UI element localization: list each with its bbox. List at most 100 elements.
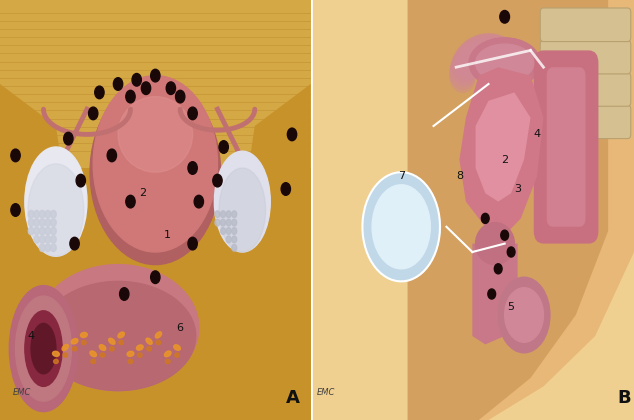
- Ellipse shape: [118, 332, 124, 338]
- Circle shape: [45, 227, 51, 235]
- Circle shape: [501, 230, 508, 240]
- Circle shape: [34, 219, 39, 226]
- Circle shape: [29, 219, 34, 226]
- Circle shape: [34, 227, 39, 235]
- Circle shape: [463, 37, 489, 70]
- Polygon shape: [408, 0, 608, 420]
- Circle shape: [113, 78, 123, 90]
- Ellipse shape: [31, 323, 56, 374]
- Circle shape: [221, 228, 226, 234]
- Circle shape: [94, 86, 104, 99]
- Text: B: B: [618, 389, 631, 407]
- Circle shape: [493, 39, 518, 73]
- Polygon shape: [476, 92, 531, 202]
- Ellipse shape: [54, 359, 58, 363]
- Circle shape: [11, 204, 20, 216]
- Text: 7: 7: [398, 171, 404, 181]
- Ellipse shape: [81, 332, 87, 338]
- Circle shape: [485, 35, 511, 69]
- Circle shape: [496, 44, 522, 77]
- Circle shape: [488, 289, 496, 299]
- Polygon shape: [472, 244, 517, 344]
- Circle shape: [221, 211, 226, 218]
- Circle shape: [45, 219, 51, 226]
- Circle shape: [490, 38, 516, 71]
- Circle shape: [188, 162, 197, 174]
- Text: 4: 4: [27, 331, 35, 341]
- Circle shape: [51, 244, 56, 252]
- Polygon shape: [242, 84, 311, 273]
- Ellipse shape: [72, 346, 77, 351]
- Ellipse shape: [174, 345, 181, 350]
- Ellipse shape: [63, 353, 68, 357]
- Circle shape: [499, 48, 525, 82]
- Ellipse shape: [62, 344, 68, 351]
- Ellipse shape: [175, 353, 179, 357]
- Polygon shape: [0, 84, 68, 273]
- Circle shape: [194, 195, 204, 208]
- Circle shape: [11, 149, 20, 162]
- Circle shape: [51, 210, 56, 218]
- Text: A: A: [286, 389, 300, 407]
- Text: 2: 2: [501, 155, 508, 165]
- Circle shape: [219, 141, 228, 153]
- Text: 6: 6: [177, 323, 184, 333]
- Circle shape: [39, 244, 45, 252]
- Circle shape: [482, 34, 508, 68]
- Circle shape: [451, 51, 477, 84]
- Circle shape: [287, 128, 297, 141]
- Circle shape: [466, 35, 492, 69]
- FancyBboxPatch shape: [0, 0, 311, 168]
- Circle shape: [226, 219, 231, 226]
- Circle shape: [39, 236, 45, 243]
- Circle shape: [126, 195, 135, 208]
- Circle shape: [226, 211, 231, 218]
- Ellipse shape: [10, 286, 77, 412]
- Circle shape: [226, 236, 231, 243]
- Ellipse shape: [110, 346, 114, 351]
- Text: 4: 4: [533, 129, 541, 139]
- Circle shape: [459, 39, 484, 73]
- Circle shape: [507, 247, 515, 257]
- Ellipse shape: [372, 185, 430, 269]
- Ellipse shape: [476, 223, 514, 265]
- Ellipse shape: [15, 296, 72, 401]
- Circle shape: [213, 174, 222, 187]
- Circle shape: [452, 48, 478, 82]
- Circle shape: [126, 90, 135, 103]
- FancyBboxPatch shape: [547, 67, 586, 227]
- Ellipse shape: [93, 76, 217, 252]
- FancyBboxPatch shape: [311, 0, 634, 420]
- Circle shape: [453, 46, 479, 79]
- Circle shape: [232, 211, 236, 218]
- Circle shape: [76, 174, 86, 187]
- Circle shape: [34, 236, 39, 243]
- Circle shape: [474, 34, 500, 67]
- Ellipse shape: [41, 281, 196, 391]
- Ellipse shape: [155, 332, 162, 338]
- Ellipse shape: [128, 359, 133, 363]
- Circle shape: [29, 210, 34, 218]
- Ellipse shape: [165, 359, 170, 363]
- Ellipse shape: [363, 172, 440, 281]
- Circle shape: [480, 34, 506, 68]
- Ellipse shape: [90, 351, 96, 357]
- Text: 5: 5: [508, 302, 515, 312]
- Circle shape: [498, 46, 524, 79]
- Circle shape: [39, 210, 45, 218]
- Circle shape: [450, 59, 476, 92]
- Ellipse shape: [164, 351, 171, 357]
- Text: 1: 1: [164, 230, 171, 240]
- Ellipse shape: [82, 340, 86, 344]
- Circle shape: [471, 34, 497, 68]
- Circle shape: [188, 107, 197, 120]
- Ellipse shape: [219, 168, 266, 252]
- Ellipse shape: [147, 346, 152, 351]
- Circle shape: [501, 59, 527, 92]
- Circle shape: [166, 82, 176, 94]
- FancyBboxPatch shape: [540, 73, 631, 106]
- Circle shape: [232, 236, 236, 243]
- Circle shape: [232, 219, 236, 226]
- Circle shape: [450, 53, 476, 87]
- Circle shape: [51, 236, 56, 243]
